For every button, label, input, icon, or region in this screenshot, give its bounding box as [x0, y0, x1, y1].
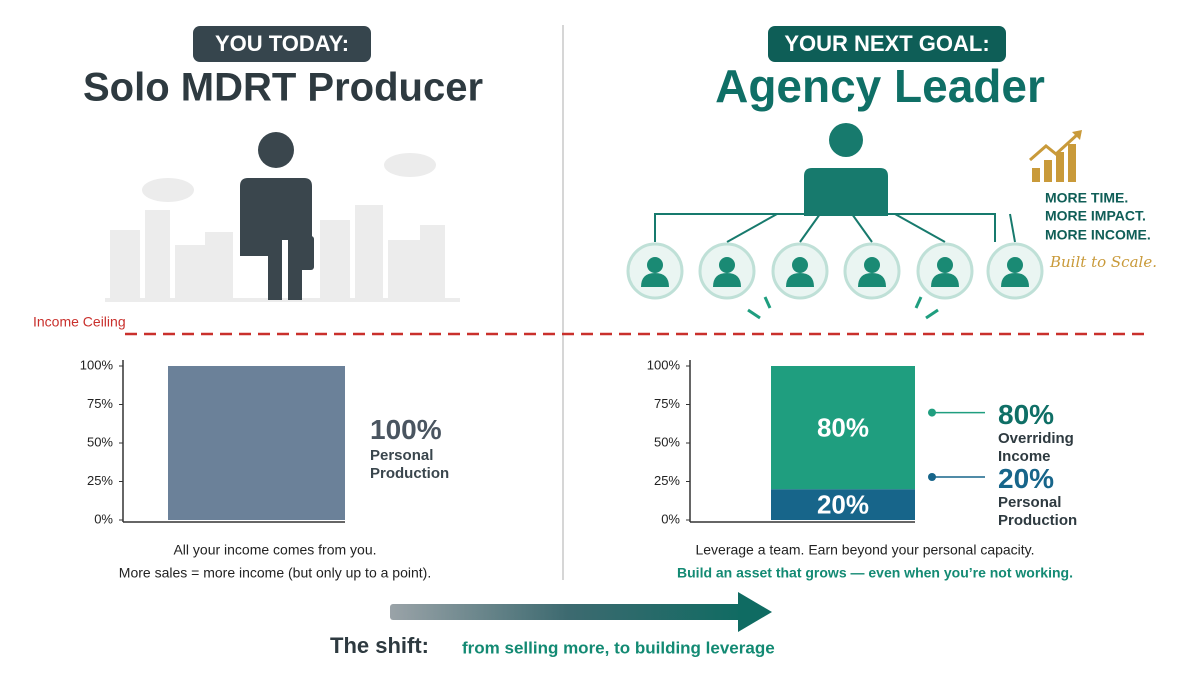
legend-name: Personal Production	[370, 447, 450, 482]
shift-arrowhead	[738, 592, 772, 632]
y-tick-label: 25%	[654, 473, 680, 488]
shift-arrow	[390, 604, 745, 620]
bar	[168, 366, 345, 520]
title: Solo MDRT Producer	[83, 66, 483, 110]
benefit: MORE IMPACT.	[1045, 208, 1146, 224]
badge: YOU TODAY:	[215, 31, 349, 56]
bar-label: 80%	[817, 412, 869, 442]
team-links	[654, 213, 1016, 243]
badge: YOUR NEXT GOAL:	[784, 31, 989, 56]
y-tick-label: 50%	[87, 434, 113, 449]
caption: Build an asset that grows — even when yo…	[677, 565, 1073, 581]
shift-label: The shift:	[330, 633, 429, 658]
burst	[747, 296, 939, 320]
badge-bg	[193, 26, 371, 62]
team-icons	[626, 242, 1044, 300]
y-tick-label: 100%	[80, 357, 114, 372]
connector-dot	[928, 473, 936, 481]
person-icon	[240, 132, 314, 300]
bar-label: 20%	[817, 489, 869, 519]
caption: More sales = more income (but only up to…	[119, 565, 431, 581]
legend-value: 80%	[998, 398, 1055, 430]
y-tick-label: 50%	[654, 434, 680, 449]
title: Agency Leader	[715, 60, 1045, 112]
bar	[771, 489, 915, 520]
legend-value: 20%	[998, 463, 1055, 494]
legend-name: Overriding Income	[998, 429, 1074, 465]
bar	[771, 366, 915, 490]
shift-text: from selling more, to building leverage	[462, 638, 775, 657]
y-tick-label: 0%	[94, 511, 113, 526]
benefit: MORE INCOME.	[1045, 227, 1151, 243]
connector-dot	[928, 408, 936, 417]
ceiling-label: Income Ceiling	[33, 314, 126, 330]
caption: Leverage a team. Earn beyond your person…	[695, 542, 1034, 558]
tagline: Built to Scale.	[1049, 253, 1157, 271]
y-tick-label: 75%	[654, 396, 680, 411]
badge-bg	[768, 26, 1006, 62]
cityscape	[105, 153, 460, 302]
benefit: MORE TIME.	[1045, 190, 1128, 206]
y-tick-label: 25%	[87, 473, 113, 488]
leader-icon	[804, 123, 888, 216]
legend-name: Personal Production	[998, 494, 1078, 529]
growth-icon	[1029, 130, 1082, 182]
y-tick-label: 100%	[647, 357, 681, 372]
caption: All your income comes from you.	[173, 542, 376, 558]
legend-value: 100%	[370, 414, 442, 445]
y-tick-label: 0%	[661, 511, 680, 526]
y-tick-label: 75%	[87, 396, 113, 411]
